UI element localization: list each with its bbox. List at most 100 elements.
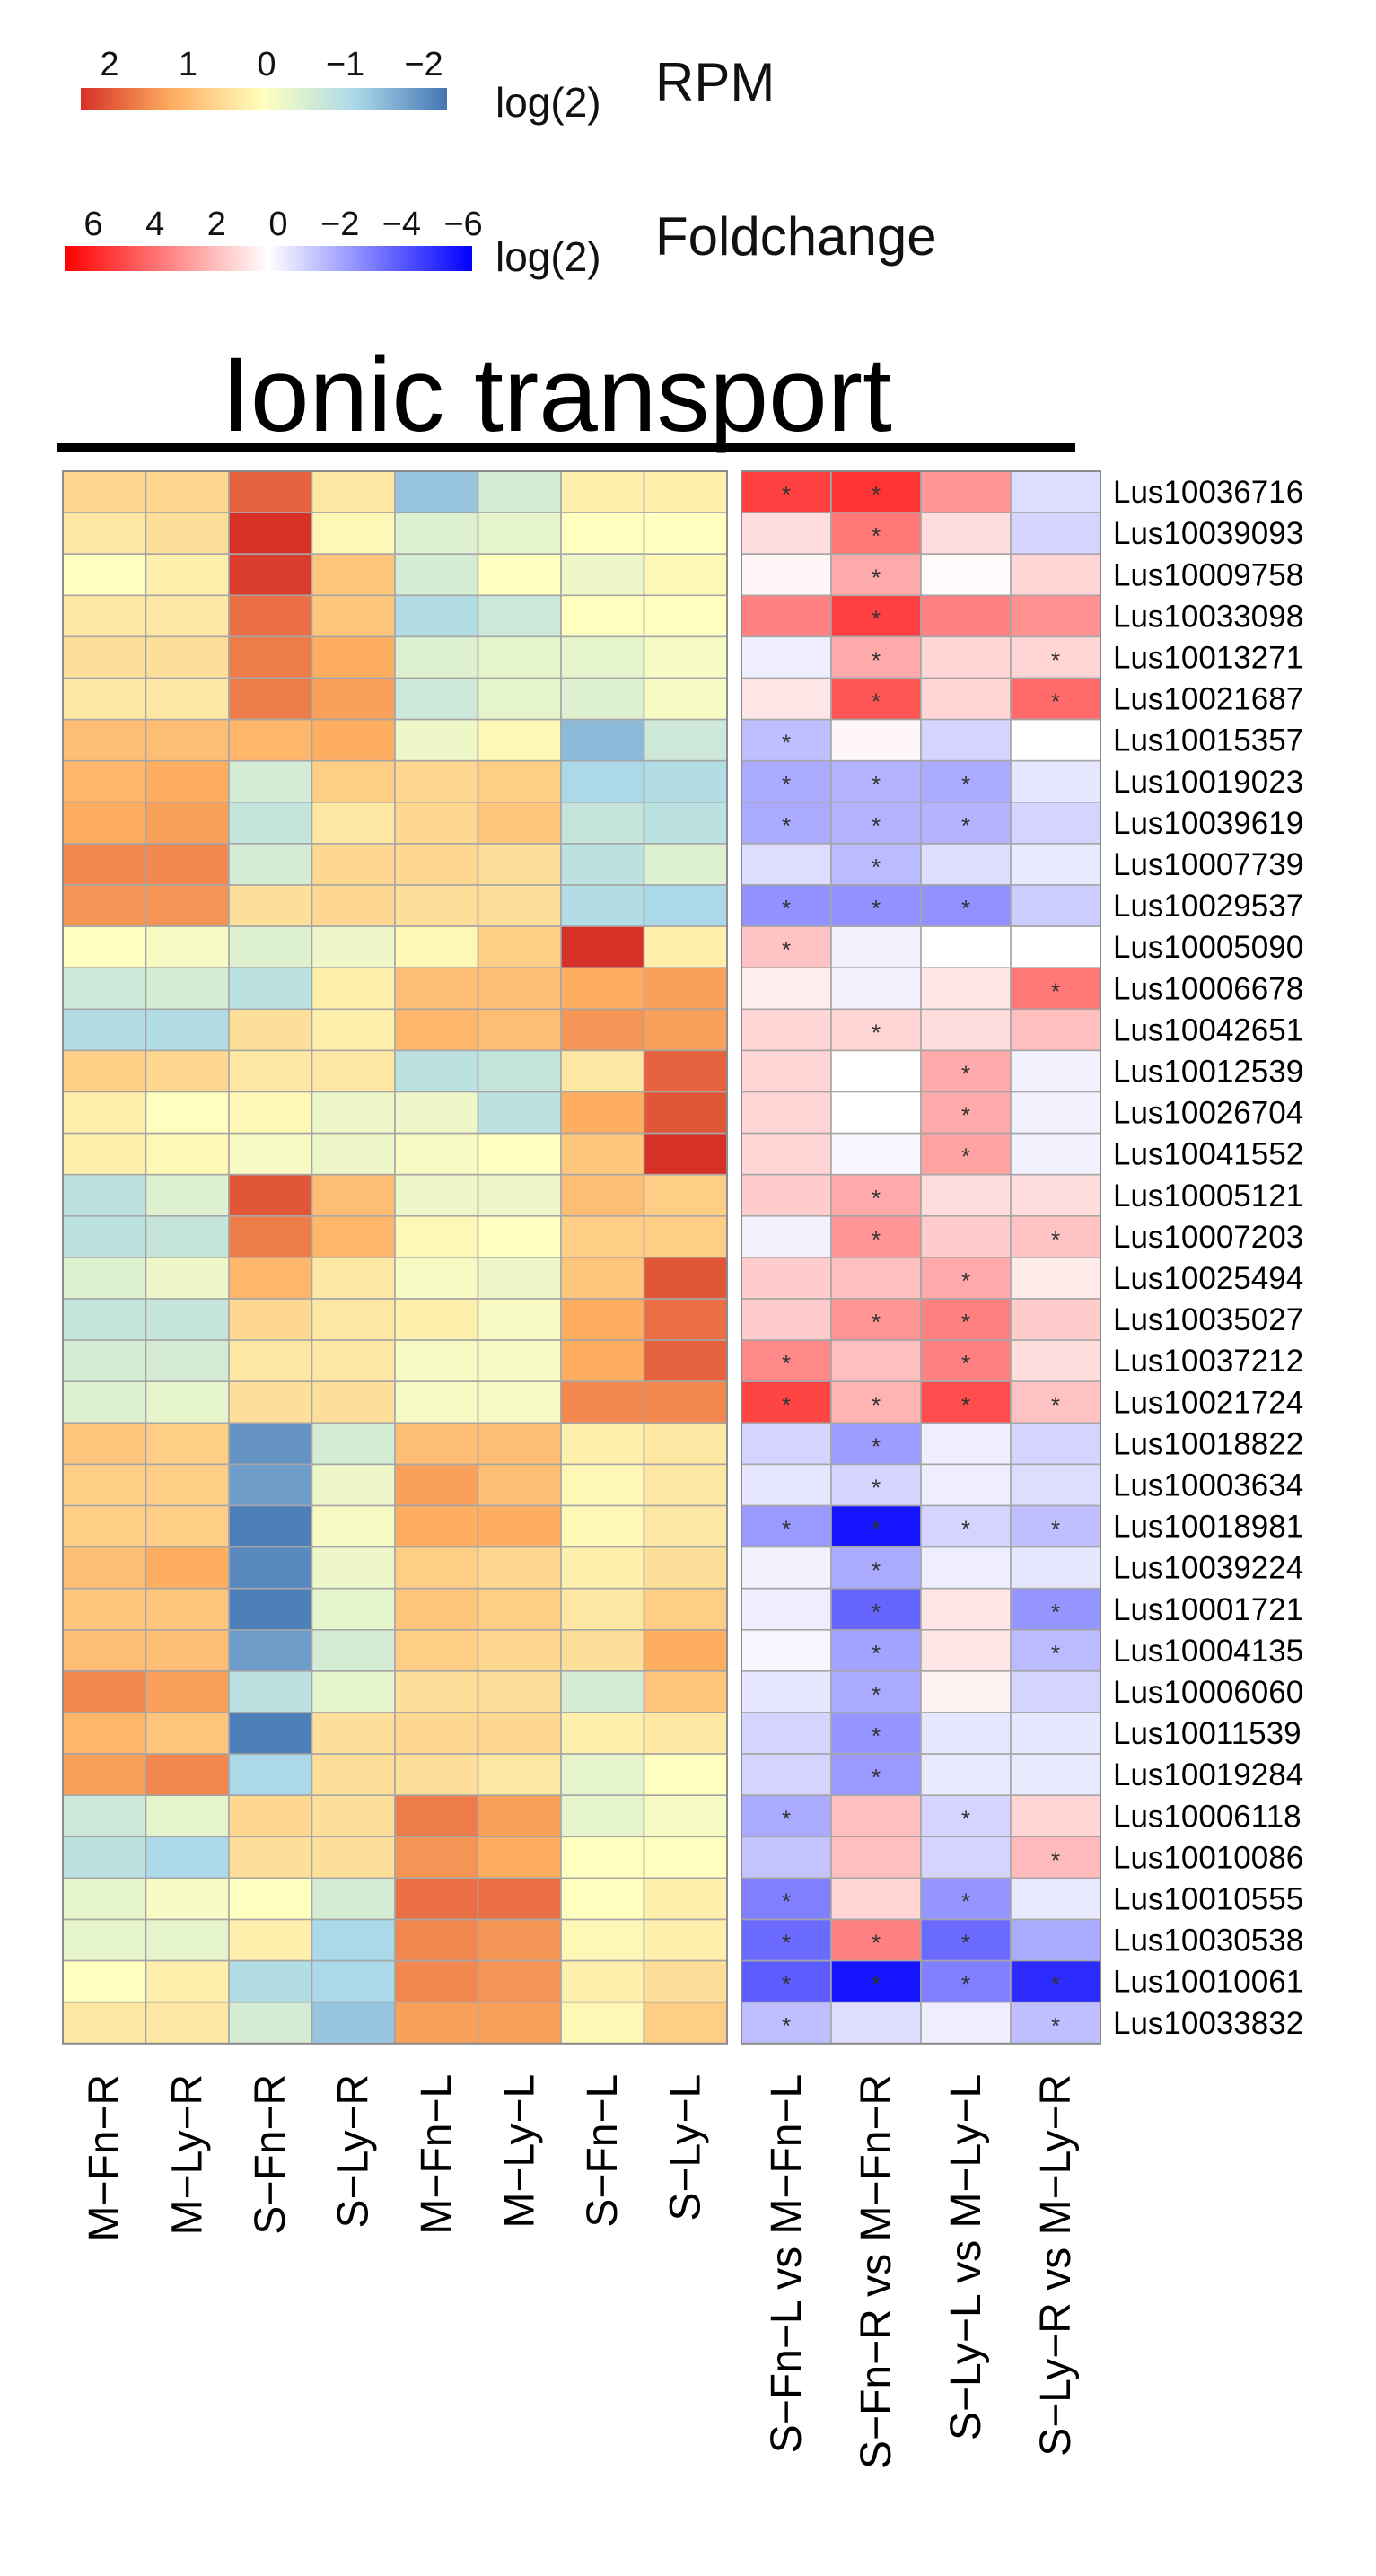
row-label: Lus10010086	[1113, 1840, 1303, 1875]
rpm-cell	[394, 1380, 479, 1424]
rpm-cell	[311, 1629, 396, 1672]
rpm-cell	[311, 1959, 396, 2003]
rpm-cell	[560, 1049, 645, 1093]
rpm-cell	[477, 2001, 562, 2045]
significance-marker: *	[961, 1971, 970, 1998]
rpm-cell	[560, 1712, 645, 1755]
foldchange-cell	[741, 1298, 832, 1341]
foldchange-cell	[830, 1670, 922, 1713]
rpm-cell	[477, 1049, 562, 1093]
rpm-cell	[560, 1173, 645, 1217]
row-label: Lus10006060	[1113, 1675, 1303, 1710]
rpm-cell	[477, 1257, 562, 1300]
significance-marker: *	[782, 1888, 791, 1914]
foldchange-cell	[830, 1173, 922, 1217]
rpm-cell	[228, 1836, 313, 1879]
rpm-cell	[394, 553, 479, 597]
foldchange-cell	[920, 1753, 1012, 1796]
foldchange-cell	[741, 1463, 832, 1507]
rpm-legend-colorbar	[81, 88, 447, 110]
rpm-heatmap-frame	[62, 470, 728, 2045]
rpm-cell	[394, 1712, 479, 1755]
rpm-legend-ticks: 2 1 0 −1 −2	[100, 46, 443, 83]
rpm-cell	[62, 553, 147, 597]
rpm-cell	[62, 1753, 147, 1796]
foldchange-cell	[1010, 1504, 1101, 1548]
foldchange-cell	[741, 1215, 832, 1258]
significance-marker: *	[872, 1019, 881, 1046]
rpm-cell	[560, 1959, 645, 2003]
foldchange-column-label: S−Ly−L vs M−Ly−L	[942, 2074, 990, 2440]
rpm-cell	[228, 1629, 313, 1672]
foldchange-cell	[1010, 967, 1101, 1011]
rpm-cell	[145, 470, 230, 513]
rpm-cell	[311, 1380, 396, 1424]
rpm-cell	[477, 1339, 562, 1382]
significance-marker: *	[872, 1474, 881, 1501]
foldchange-cell	[920, 512, 1012, 555]
rpm-cell	[477, 1918, 562, 1962]
foldchange-cell	[741, 1587, 832, 1631]
rpm-cell	[394, 967, 479, 1011]
rpm-cell	[394, 1215, 479, 1258]
significance-marker: *	[961, 1060, 970, 1087]
rpm-cell	[228, 553, 313, 597]
foldchange-cell	[830, 925, 922, 968]
foldchange-cell	[1010, 512, 1101, 555]
rpm-cell	[477, 1877, 562, 1921]
rpm-cell	[145, 1794, 230, 1838]
rpm-cell	[145, 1380, 230, 1424]
significance-marker: *	[872, 1640, 881, 1667]
rpm-cell	[394, 759, 479, 803]
foldchange-cell	[741, 1132, 832, 1176]
rpm-cell	[477, 1380, 562, 1424]
significance-marker: *	[1051, 1599, 1060, 1625]
rpm-cell	[228, 677, 313, 721]
significance-marker: *	[782, 895, 791, 922]
rpm-cell	[560, 1918, 645, 1962]
rpm-cell	[228, 1712, 313, 1755]
rpm-cell	[643, 925, 728, 968]
rpm-cell	[643, 2001, 728, 2045]
foldchange-cell	[920, 1132, 1012, 1176]
foldchange-cell	[741, 1836, 832, 1879]
foldchange-cell	[920, 1008, 1012, 1052]
rpm-cell	[643, 1008, 728, 1052]
foldchange-cell	[741, 1546, 832, 1590]
foldchange-cell	[920, 925, 1012, 968]
foldchange-cell	[741, 1257, 832, 1300]
foldchange-cell	[741, 677, 832, 721]
rpm-cell	[145, 1463, 230, 1507]
foldchange-cell	[830, 1257, 922, 1300]
rpm-cell	[311, 2001, 396, 2045]
foldchange-cell	[920, 884, 1012, 927]
rpm-cell	[477, 1504, 562, 1548]
rpm-cell	[643, 1918, 728, 1962]
rpm-cell	[560, 1339, 645, 1382]
foldchange-cell	[1010, 1132, 1101, 1176]
column-labels: M−Fn−R M−Ly−R S−Fn−R S−Ly−R M−Fn−L M−Ly−L S−Fn…	[81, 2074, 1080, 2469]
rpm-cell	[311, 1298, 396, 1341]
row-label: Lus10029537	[1113, 889, 1303, 924]
foldchange-cell	[920, 1215, 1012, 1258]
rpm-cell	[560, 677, 645, 721]
rpm-cell	[643, 512, 728, 555]
rpm-cell	[477, 759, 562, 803]
rpm-cell	[394, 1918, 479, 1962]
foldchange-cell	[920, 2001, 1012, 2045]
rpm-cell	[477, 967, 562, 1011]
row-label: Lus10039619	[1113, 806, 1303, 841]
rpm-cell	[394, 718, 479, 762]
rpm-cell	[477, 1712, 562, 1755]
foldchange-cell	[1010, 1712, 1101, 1755]
rpm-cell	[560, 1753, 645, 1796]
rpm-cell	[228, 718, 313, 762]
foldchange-legend-tick: 6	[83, 206, 102, 243]
rpm-cell	[62, 801, 147, 845]
foldchange-cell	[1010, 884, 1101, 927]
foldchange-cell	[920, 594, 1012, 638]
rpm-cell	[477, 1173, 562, 1217]
significance-marker: *	[961, 1888, 970, 1914]
rpm-cell	[62, 1794, 147, 1838]
rpm-cell	[228, 1173, 313, 1217]
